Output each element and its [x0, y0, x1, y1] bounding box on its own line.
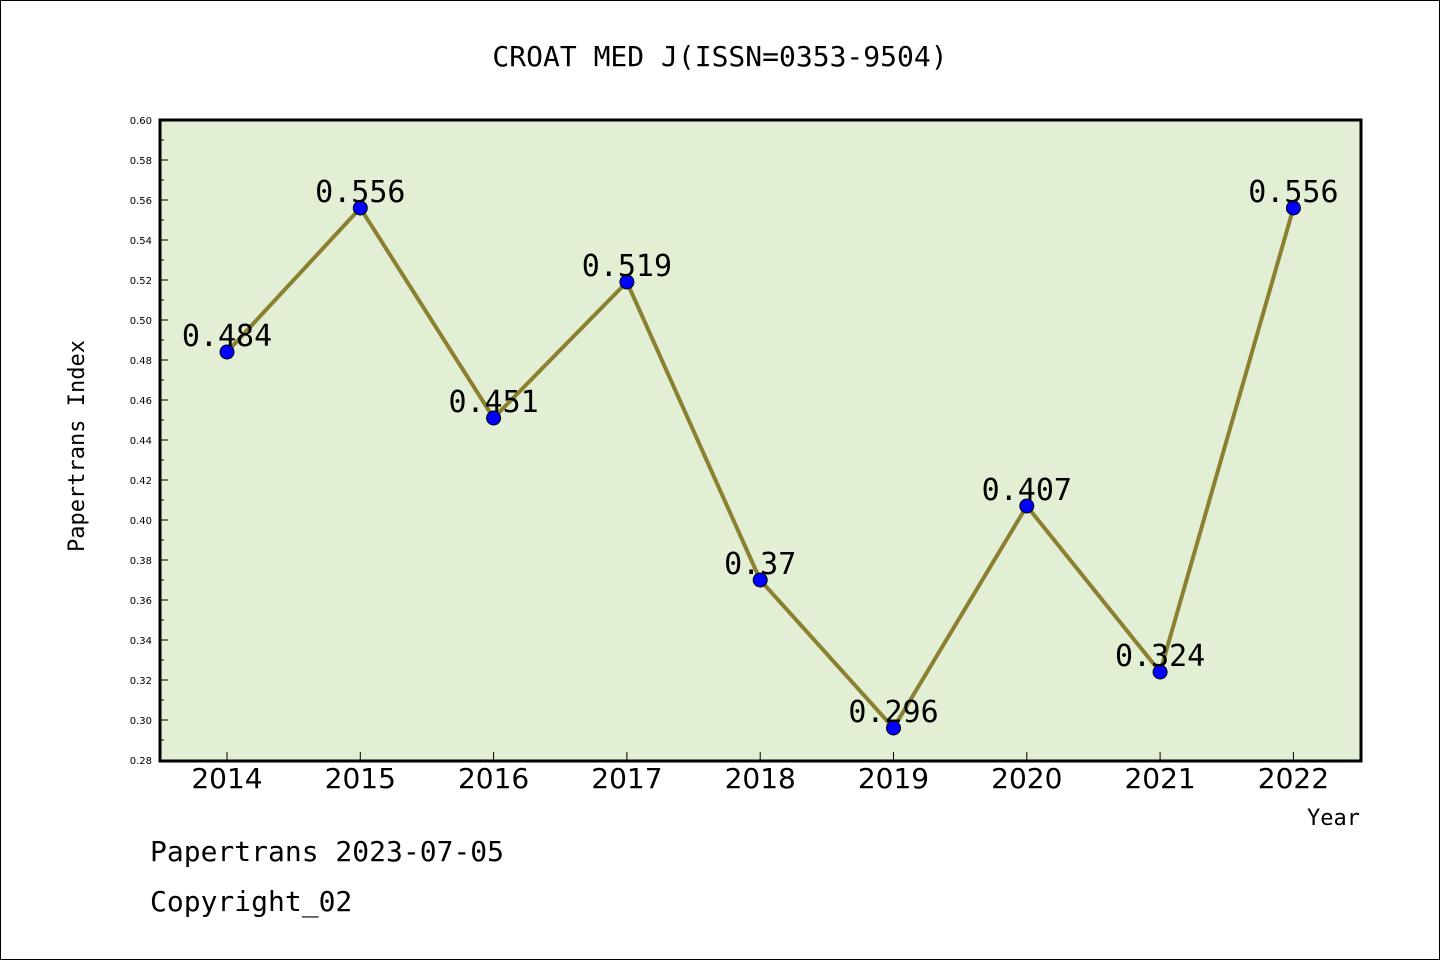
x-tick-label: 2015	[325, 762, 396, 795]
footer-copyright: Copyright_02	[150, 885, 353, 918]
y-axis: 0.28 0.30 0.32 0.34 0.36 0.38 0.40 0.42 0.44 0.46…	[130, 116, 168, 767]
x-tick-label: 2019	[858, 762, 929, 795]
data-label: 0.484	[182, 319, 272, 354]
data-point-marker	[619, 274, 635, 290]
y-tick-label: 0.54	[130, 236, 152, 247]
y-tick-label: 0.32	[130, 676, 152, 687]
x-tick-label: 2018	[725, 762, 796, 795]
y-tick-label: 0.36	[130, 596, 152, 607]
data-label: 0.556	[315, 175, 405, 210]
data-label: 0.407	[982, 473, 1072, 508]
y-tick-label: 0.48	[130, 356, 152, 367]
plot-area	[158, 118, 1363, 763]
x-axis-label: Year	[1307, 806, 1360, 831]
y-tick-label: 0.34	[130, 636, 152, 647]
x-tick-label: 2014	[191, 762, 262, 795]
data-point-marker	[886, 720, 901, 736]
data-label: 0.296	[848, 695, 938, 730]
data-label: 0.519	[582, 249, 672, 284]
footer-date: Papertrans 2023-07-05	[150, 835, 505, 868]
y-tick-label: 0.40	[130, 516, 152, 527]
data-point-marker	[486, 410, 502, 426]
x-axis: 2014 2015 2016 2017 2018 2019 2020 2021 2022	[191, 752, 1329, 795]
data-point-marker	[219, 344, 235, 360]
x-tick-label: 2017	[591, 762, 662, 795]
y-tick-label: 0.46	[130, 396, 152, 407]
y-tick-label: 0.38	[130, 556, 152, 567]
data-point-marker	[1152, 664, 1168, 680]
y-tick-label: 0.52	[130, 276, 152, 287]
y-tick-label: 0.58	[130, 156, 152, 167]
chart-title: CROAT MED J(ISSN=0353-9504)	[492, 40, 947, 73]
y-tick-label: 0.60	[130, 116, 152, 127]
data-label: 0.556	[1248, 175, 1338, 210]
data-point-marker	[1019, 498, 1035, 514]
y-tick-label: 0.30	[130, 716, 152, 727]
x-tick-label: 2016	[458, 762, 529, 795]
data-label: 0.37	[724, 547, 796, 582]
data-point-marker	[352, 200, 368, 216]
x-tick-label: 2022	[1258, 762, 1329, 795]
y-tick-label: 0.44	[130, 436, 152, 447]
y-tick-label: 0.56	[130, 196, 152, 207]
y-tick-label: 0.28	[130, 756, 152, 767]
y-tick-label: 0.50	[130, 316, 152, 327]
data-point-marker	[752, 572, 768, 588]
series-layer: 0.484 0.556 0.451 0.519 0.37 0.296 0.407 0.324 0…	[182, 175, 1339, 736]
y-axis-label: Papertrans Index	[65, 340, 90, 552]
data-point-marker	[1285, 200, 1301, 216]
x-tick-label: 2020	[991, 762, 1062, 795]
y-tick-label: 0.42	[130, 476, 152, 487]
x-tick-label: 2021	[1124, 762, 1195, 795]
data-label: 0.451	[448, 385, 538, 420]
data-label: 0.324	[1115, 639, 1205, 674]
